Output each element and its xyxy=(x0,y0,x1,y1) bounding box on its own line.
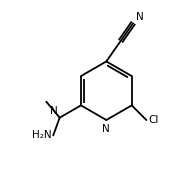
Text: N: N xyxy=(50,106,58,116)
Text: N: N xyxy=(102,124,110,134)
Text: H₂N: H₂N xyxy=(32,130,52,140)
Text: Cl: Cl xyxy=(149,115,159,125)
Text: N: N xyxy=(136,12,144,22)
